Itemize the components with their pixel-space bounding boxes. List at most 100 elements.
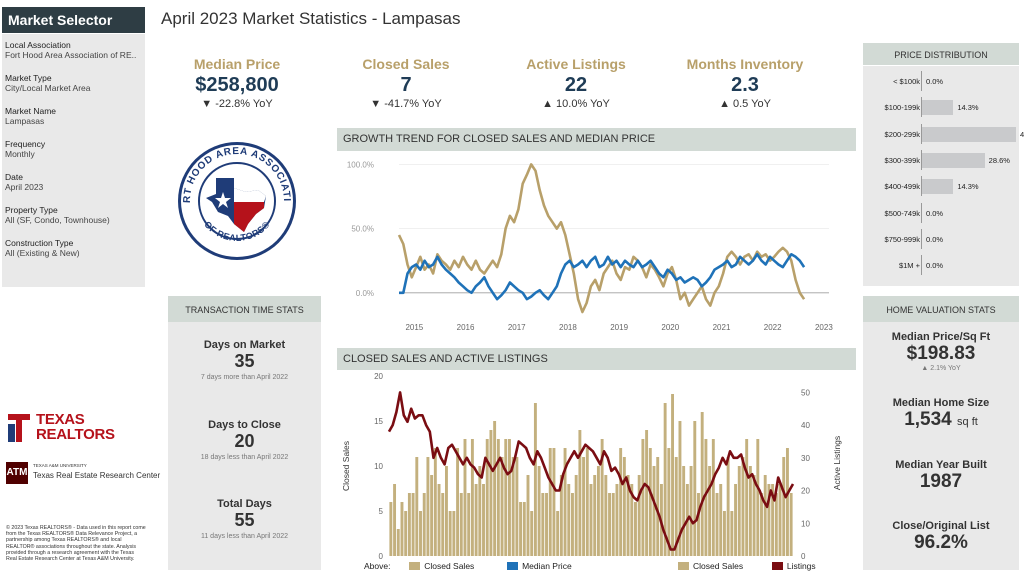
growth-chart-header: GROWTH TREND FOR CLOSED SALES AND MEDIAN… xyxy=(337,128,856,151)
closed-sales-bar xyxy=(496,439,500,556)
filter-date[interactable]: Date April 2023 xyxy=(5,172,142,192)
y2-tick-label: 30 xyxy=(801,454,810,463)
y2-tick-label: 20 xyxy=(801,487,810,496)
closed-sales-growth-line xyxy=(397,163,806,314)
kpi-yoy: ▼ -41.7% YoY xyxy=(370,98,442,110)
y-tick-label: 5 xyxy=(379,507,384,516)
texas-realtors-line1: TEXAS xyxy=(36,411,85,428)
price-range-label: < $100k xyxy=(893,77,920,86)
stat-value: 20 xyxy=(234,431,255,451)
y-tick-label: 15 xyxy=(374,417,383,426)
closed-sales-bar xyxy=(726,457,730,556)
closed-sales-bar xyxy=(504,439,508,556)
filter-local-association[interactable]: Local Association Fort Hood Area Associa… xyxy=(5,40,142,60)
kpi-yoy: ▲ 0.5 YoY xyxy=(719,98,771,110)
median-price-growth-line xyxy=(399,253,806,301)
hv-value: $198.83 xyxy=(906,343,976,364)
price-axis-line xyxy=(921,71,922,91)
y2-tick-label: 50 xyxy=(801,388,810,397)
closed-sales-bar xyxy=(563,448,567,556)
y2-tick-label: 0 xyxy=(801,552,806,560)
legend-swatch-median-price xyxy=(507,562,519,570)
filter-label: Date xyxy=(5,172,23,182)
y-axis-label: Closed Sales xyxy=(341,441,351,491)
closed-sales-bar xyxy=(515,457,519,556)
closed-sales-bar xyxy=(608,493,611,556)
y-tick-label: 50.0% xyxy=(351,225,374,234)
stat-days-to-close: Days to Close 20 18 days less than April… xyxy=(168,419,321,461)
filter-panel: Local Association Fort Hood Area Associa… xyxy=(2,34,145,287)
closed-sales-bar xyxy=(530,511,534,556)
closed-sales-bar xyxy=(456,448,460,556)
closed-sales-bar xyxy=(656,457,660,556)
closed-sales-chart-header: CLOSED SALES AND ACTIVE LISTINGS xyxy=(337,348,856,370)
closed-sales-bar xyxy=(760,493,763,556)
closed-sales-bar xyxy=(737,466,741,556)
price-distribution-row: $1M + 0.0% xyxy=(863,255,1019,276)
filter-property-type[interactable]: Property Type All (SF, Condo, Townhouse) xyxy=(5,205,142,225)
price-distribution-bar xyxy=(922,152,985,168)
filter-market-name[interactable]: Market Name Lampasas xyxy=(5,106,142,126)
filter-value: All (SF, Condo, Townhouse) xyxy=(5,215,110,225)
closed-sales-bar xyxy=(700,412,704,556)
price-distribution-value: 0.0% xyxy=(926,208,944,218)
filter-label: Frequency xyxy=(5,139,46,149)
closed-sales-bar xyxy=(600,439,604,556)
legend-median-price: Median Price xyxy=(522,561,572,571)
hv-sub: ▲ 2.1% YoY xyxy=(921,365,961,372)
closed-sales-bar xyxy=(626,475,630,556)
filter-frequency[interactable]: Frequency Monthly xyxy=(5,139,142,159)
closed-sales-bar xyxy=(708,466,712,556)
closed-sales-bar xyxy=(730,511,734,556)
texas-realtors-line2: REALTORS xyxy=(36,426,115,443)
kpi-value: $258,800 xyxy=(195,74,279,96)
stat-days-on-market: Days on Market 35 7 days more than April… xyxy=(168,339,321,381)
hv-label: Median Year Built xyxy=(895,459,987,471)
closed-sales-bar xyxy=(415,457,419,556)
y2-tick-label: 10 xyxy=(801,519,810,528)
legend-swatch-closed-sales-2 xyxy=(678,562,689,570)
price-distribution-value: 42.9% xyxy=(1020,129,1024,139)
price-axis-line xyxy=(921,97,922,118)
x-tick-label: 2015 xyxy=(405,323,423,332)
filter-label: Local Association xyxy=(5,40,71,50)
kpi-median-price: Median Price $258,800 ▼ -22.8% YoY xyxy=(162,56,312,110)
price-axis-line xyxy=(921,176,922,197)
stat-sub: 7 days more than April 2022 xyxy=(200,374,289,381)
closed-sales-bar xyxy=(463,439,467,556)
closed-sales-bar xyxy=(500,457,504,556)
closed-sales-bar xyxy=(637,475,641,556)
closed-sales-bar xyxy=(548,448,552,556)
closed-sales-bar xyxy=(719,484,723,556)
price-distribution-row: $100-199k 14.3% xyxy=(863,97,1019,118)
closed-sales-bar xyxy=(559,475,563,556)
filter-market-type[interactable]: Market Type City/Local Market Area xyxy=(5,73,142,93)
kpi-value: 2.3 xyxy=(731,74,759,96)
closed-sales-bar xyxy=(522,502,526,556)
x-tick-label: 2019 xyxy=(610,323,628,332)
closed-sales-bar xyxy=(448,511,452,556)
copyright-text: © 2023 Texas REALTORS® - Data used in th… xyxy=(6,525,146,563)
association-seal-logo: FORT HOOD AREA ASSOCIATION OF REALTORS® xyxy=(176,140,296,260)
closed-sales-bar xyxy=(430,475,434,556)
kpi-value: 7 xyxy=(400,74,412,96)
stat-value: 35 xyxy=(234,351,255,371)
closed-sales-bar xyxy=(682,466,686,556)
closed-sales-bar xyxy=(419,511,422,556)
filter-construction-type[interactable]: Construction Type All (Existing & New) xyxy=(5,238,142,258)
filter-label: Market Type xyxy=(5,73,52,83)
price-axis-line xyxy=(921,228,922,249)
tamu-big-text: Texas Real Estate Research Center xyxy=(33,471,161,480)
closed-sales-bar xyxy=(782,457,786,556)
price-range-label: $500-749k xyxy=(884,208,920,218)
closed-sales-bar xyxy=(674,457,678,556)
tamu-logo: ATM TEXAS A&M UNIVERSITY Texas Real Esta… xyxy=(6,462,160,484)
closed-sales-bar xyxy=(697,493,700,556)
kpi-yoy: ▼ -22.8% YoY xyxy=(201,98,273,110)
hv-label: Median Price/Sq Ft xyxy=(891,331,991,343)
filter-value: Lampasas xyxy=(5,116,45,126)
page-title: April 2023 Market Statistics - Lampasas xyxy=(161,9,461,28)
y-tick-label: 0.0% xyxy=(356,289,374,298)
sidebar: Market Selector Local Association Fort H… xyxy=(0,0,160,576)
home-valuation-panel: Median Price/Sq Ft $198.83 ▲ 2.1% YoY Me… xyxy=(863,322,1019,570)
